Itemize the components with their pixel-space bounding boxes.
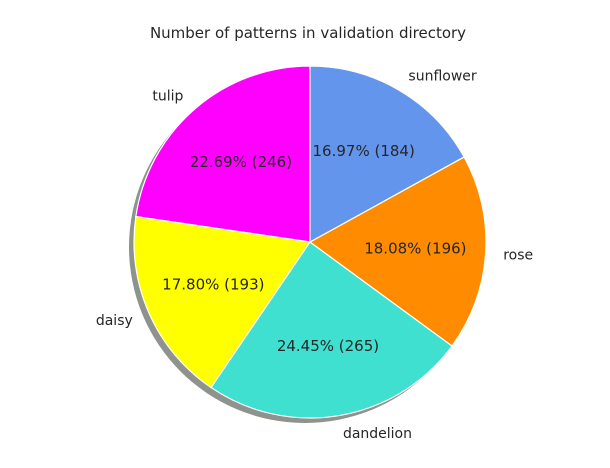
chart-title: Number of patterns in validation directo… [149, 24, 467, 42]
pie-slice-dandelion [210, 241, 453, 419]
category-label-dandelion: dandelion [343, 426, 412, 442]
percent-label-rose: 18.08% (196) [364, 240, 466, 258]
category-label-tulip: tulip [152, 89, 183, 105]
pie-slice-daisy [133, 215, 312, 389]
percent-label-tulip: 22.69% (246) [190, 153, 292, 171]
pie-slice-sunflower [309, 65, 465, 244]
category-label-daisy: daisy [96, 313, 133, 329]
category-label-rose: rose [503, 247, 533, 263]
percent-label-sunflower: 16.97% (184) [313, 142, 415, 160]
pie-labels: tulip 22.69% (246) daisy 17.80% (193) dandel… [96, 68, 533, 441]
pie-slices [133, 65, 487, 419]
percent-label-daisy: 17.80% (193) [162, 276, 264, 294]
percent-label-dandelion: 24.45% (265) [277, 337, 379, 355]
category-label-sunflower: sunflower [408, 68, 476, 84]
pie-slice-tulip [135, 65, 311, 243]
pie-slice-rose [308, 156, 487, 347]
